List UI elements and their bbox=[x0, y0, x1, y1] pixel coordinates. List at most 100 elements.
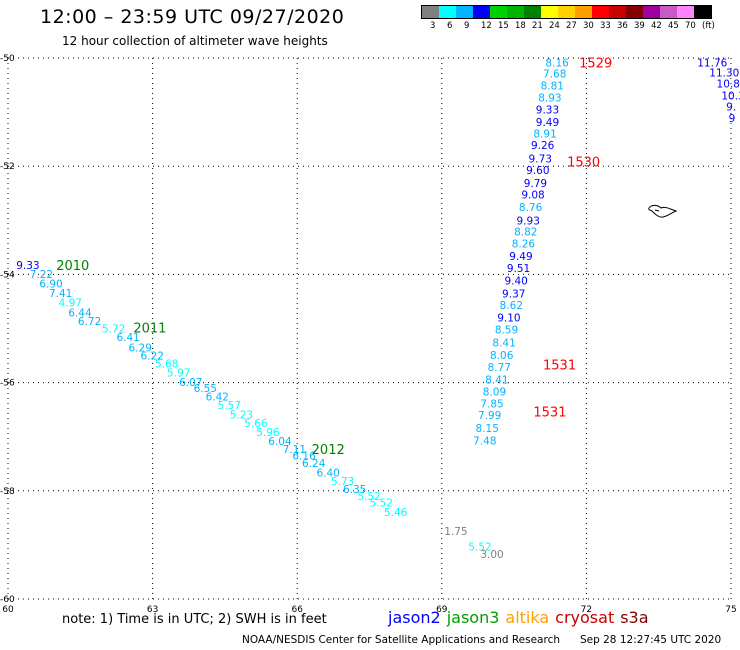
satellite-name: jason2 bbox=[388, 608, 441, 627]
wave-height-value: 6.04 bbox=[268, 436, 292, 448]
lon-tick-label: 72 bbox=[581, 605, 592, 615]
track-id-label: 2012 bbox=[312, 443, 345, 458]
legend-label: 39 bbox=[634, 21, 645, 31]
legend-swatch bbox=[473, 6, 490, 18]
legend-swatch bbox=[439, 6, 456, 18]
lon-tick-label: 60 bbox=[2, 605, 14, 615]
wave-height-value: 5.68 bbox=[155, 359, 178, 371]
legend-swatch bbox=[422, 6, 439, 18]
legend-swatch bbox=[456, 6, 473, 18]
legend-swatch bbox=[575, 6, 592, 18]
wave-height-value: 10.3 bbox=[721, 90, 740, 102]
legend-swatch bbox=[592, 6, 609, 18]
wave-height-value: 5.46 bbox=[384, 507, 408, 519]
satellite-name: s3a bbox=[620, 608, 649, 627]
wave-height-value: 8.41 bbox=[492, 338, 515, 350]
legend-label: 15 bbox=[498, 21, 509, 31]
lon-tick-label: 63 bbox=[147, 605, 158, 615]
legend-labels: 3 6 9 12 15 18 21 24 27 30 33 36 39 42 45 70 (ft) bbox=[421, 19, 715, 33]
legend-label: (ft) bbox=[702, 21, 715, 31]
wave-height-value: 5.97 bbox=[167, 367, 190, 379]
wave-height-value: 5.52 bbox=[370, 498, 393, 510]
wave-height-value: 11.76 bbox=[697, 57, 727, 69]
legend-label: 27 bbox=[566, 21, 577, 31]
lon-tick-label: 75 bbox=[725, 605, 736, 615]
wave-height-value: 5.23 bbox=[230, 410, 253, 422]
wave-height-value: 9.08 bbox=[521, 189, 544, 201]
wave-height-value: 9.49 bbox=[536, 117, 559, 129]
legend-swatch bbox=[490, 6, 507, 18]
track-id-label: 1530 bbox=[567, 155, 600, 170]
note-text: note: 1) Time is in UTC; 2) SWH is in fe… bbox=[62, 612, 327, 627]
wave-height-value: 9.33 bbox=[16, 260, 39, 272]
wave-height-value: 9.73 bbox=[529, 154, 552, 166]
wave-height-value: 8.77 bbox=[488, 362, 511, 374]
wave-height-value: 10.8 bbox=[717, 78, 740, 90]
wave-height-value: 5.52 bbox=[468, 542, 491, 554]
lat-tick-label: -58 bbox=[0, 487, 15, 497]
wave-height-value: 9.51 bbox=[507, 263, 530, 275]
observation-points: 9.337.226.907.414.976.446.725.726.416.29… bbox=[16, 57, 740, 561]
wave-height-value: 6.35 bbox=[343, 484, 366, 496]
legend-label: 30 bbox=[583, 21, 594, 31]
wave-height-value: 8.59 bbox=[495, 325, 518, 337]
wave-height-value: 8.82 bbox=[514, 227, 537, 239]
legend-swatch bbox=[507, 6, 524, 18]
legend-swatch bbox=[524, 6, 541, 18]
legend-label: 6 bbox=[447, 21, 453, 31]
wave-height-value: 5.72 bbox=[102, 324, 125, 336]
wave-height-value: 5.96 bbox=[256, 427, 280, 439]
legend-swatch bbox=[626, 6, 643, 18]
wave-height-value: 9.33 bbox=[536, 104, 559, 116]
island-outline bbox=[648, 204, 678, 218]
wave-height-value: 7.68 bbox=[543, 69, 566, 81]
wave-height-value: 9.93 bbox=[517, 215, 540, 227]
wave-height-value: 6.55 bbox=[194, 383, 217, 395]
wave-height-value: 1.75 bbox=[444, 526, 467, 538]
legend-swatch bbox=[558, 6, 575, 18]
wave-height-value: 9.26 bbox=[531, 140, 555, 152]
legend-label: 3 bbox=[430, 21, 436, 31]
wave-height-value: 7.85 bbox=[480, 399, 503, 411]
legend-swatches bbox=[421, 5, 712, 19]
track-id-label: 1531 bbox=[543, 359, 576, 374]
wave-height-value: 9.40 bbox=[504, 275, 527, 287]
wave-height-value: 7.99 bbox=[478, 410, 501, 422]
wave-height-value: 7.48 bbox=[473, 435, 496, 447]
track-id-label: 2010 bbox=[56, 259, 89, 274]
wave-height-value: 8.06 bbox=[490, 350, 514, 362]
wave-height-value: 5.66 bbox=[244, 418, 268, 430]
wave-height-value: 8.16 bbox=[545, 57, 569, 69]
track-labels: 2010 2011 2012 1529 1530 1531 1531 bbox=[56, 56, 612, 458]
legend-label: 45 bbox=[668, 21, 679, 31]
track-id-label: 2011 bbox=[133, 321, 166, 336]
wave-height-value: 9.60 bbox=[526, 165, 549, 177]
wave-height-value: 9 bbox=[729, 113, 736, 125]
credit-text: NOAA/NESDIS Center for Satellite Applica… bbox=[242, 634, 560, 646]
wave-height-value: 8.91 bbox=[533, 129, 556, 141]
wave-height-value: 8.81 bbox=[541, 81, 564, 93]
wave-height-value: 6.41 bbox=[116, 332, 139, 344]
map-grid bbox=[7, 57, 732, 600]
wave-height-value: 3.00 bbox=[480, 549, 503, 561]
generated-timestamp: Sep 28 12:27:45 UTC 2020 bbox=[580, 634, 722, 646]
satellite-legend: jason2 jason3 altika cryosat s3a bbox=[388, 608, 655, 627]
wave-height-value: 9.79 bbox=[524, 178, 547, 190]
track-id-label: 1531 bbox=[533, 405, 566, 420]
legend-label: 18 bbox=[515, 21, 526, 31]
wave-height-value: 9.37 bbox=[502, 288, 525, 300]
lat-tick-label: -50 bbox=[0, 54, 15, 64]
legend-label: 42 bbox=[651, 21, 662, 31]
legend-swatch bbox=[541, 6, 558, 18]
wave-height-value: 4.97 bbox=[59, 298, 82, 310]
wave-height-value: 8.41 bbox=[485, 374, 508, 386]
wave-height-value: 11.30 bbox=[709, 68, 739, 80]
wave-height-value: 7.41 bbox=[49, 288, 72, 300]
legend-swatch bbox=[677, 6, 694, 18]
wave-height-value: 6.42 bbox=[206, 392, 229, 404]
wave-height-value: 6.72 bbox=[78, 316, 101, 328]
legend-label: 12 bbox=[481, 21, 492, 31]
wave-height-value: 6.40 bbox=[316, 467, 339, 479]
lon-tick-label: 66 bbox=[291, 605, 303, 615]
map-subtitle: 12 hour collection of altimeter wave hei… bbox=[62, 34, 328, 48]
